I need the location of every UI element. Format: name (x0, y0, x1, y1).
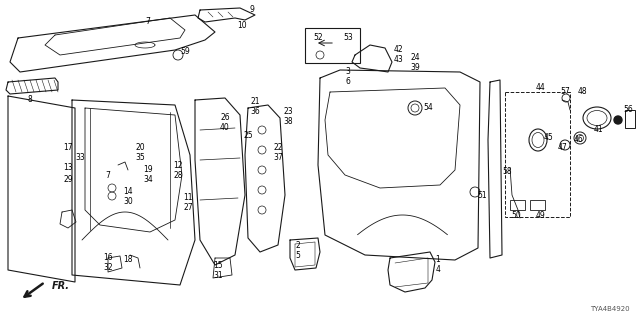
Circle shape (614, 116, 622, 124)
Text: 21: 21 (250, 98, 260, 107)
Text: 30: 30 (123, 197, 133, 206)
Text: 20: 20 (135, 143, 145, 153)
Text: 40: 40 (220, 124, 230, 132)
Text: 33: 33 (75, 154, 85, 163)
Text: 4: 4 (436, 266, 440, 275)
Text: 8: 8 (28, 95, 33, 105)
Text: 32: 32 (103, 263, 113, 273)
Text: 11: 11 (183, 194, 193, 203)
Text: 52: 52 (313, 34, 323, 43)
Text: 37: 37 (273, 154, 283, 163)
Text: TYA4B4920: TYA4B4920 (590, 306, 630, 312)
Text: 19: 19 (143, 165, 153, 174)
Text: 56: 56 (623, 106, 633, 115)
Text: 59: 59 (180, 47, 190, 57)
Text: 50: 50 (511, 211, 521, 220)
Text: 24: 24 (410, 53, 420, 62)
Text: 7: 7 (106, 171, 111, 180)
Text: 36: 36 (250, 108, 260, 116)
Bar (510, 200, 525, 210)
Text: 16: 16 (103, 253, 113, 262)
Text: 51: 51 (477, 191, 487, 201)
Text: 45: 45 (543, 133, 553, 142)
Text: 58: 58 (502, 167, 512, 177)
Bar (625, 110, 635, 128)
Text: 29: 29 (63, 175, 73, 185)
Text: 43: 43 (393, 55, 403, 65)
Text: 27: 27 (183, 204, 193, 212)
Text: 25: 25 (243, 131, 253, 140)
Text: 54: 54 (423, 103, 433, 113)
Text: 53: 53 (343, 34, 353, 43)
Text: 39: 39 (410, 63, 420, 73)
Text: 42: 42 (393, 45, 403, 54)
Text: 46: 46 (573, 135, 583, 145)
Text: 38: 38 (283, 117, 293, 126)
Text: 14: 14 (123, 188, 133, 196)
Bar (530, 200, 545, 210)
Text: 2: 2 (296, 241, 300, 250)
Text: 34: 34 (143, 175, 153, 185)
Text: 18: 18 (124, 255, 132, 265)
Text: 48: 48 (577, 87, 587, 97)
FancyBboxPatch shape (305, 28, 360, 63)
Text: 41: 41 (593, 125, 603, 134)
Text: 12: 12 (173, 161, 183, 170)
Text: 28: 28 (173, 171, 183, 180)
Text: 57: 57 (560, 87, 570, 97)
Text: FR.: FR. (52, 281, 70, 291)
Text: 44: 44 (535, 84, 545, 92)
Text: 10: 10 (237, 20, 247, 29)
Text: 35: 35 (135, 154, 145, 163)
Text: 17: 17 (63, 143, 73, 153)
Text: 3: 3 (346, 68, 351, 76)
Text: 31: 31 (213, 270, 223, 279)
Text: 7: 7 (145, 18, 150, 27)
Text: 1: 1 (436, 255, 440, 265)
Text: 5: 5 (296, 251, 300, 260)
Text: 13: 13 (63, 164, 73, 172)
Text: 49: 49 (535, 211, 545, 220)
Text: 47: 47 (557, 143, 567, 153)
Text: 6: 6 (346, 77, 351, 86)
Text: 23: 23 (283, 108, 293, 116)
Text: 9: 9 (250, 5, 255, 14)
Text: 26: 26 (220, 114, 230, 123)
Text: 15: 15 (213, 260, 223, 269)
Text: 22: 22 (273, 143, 283, 153)
